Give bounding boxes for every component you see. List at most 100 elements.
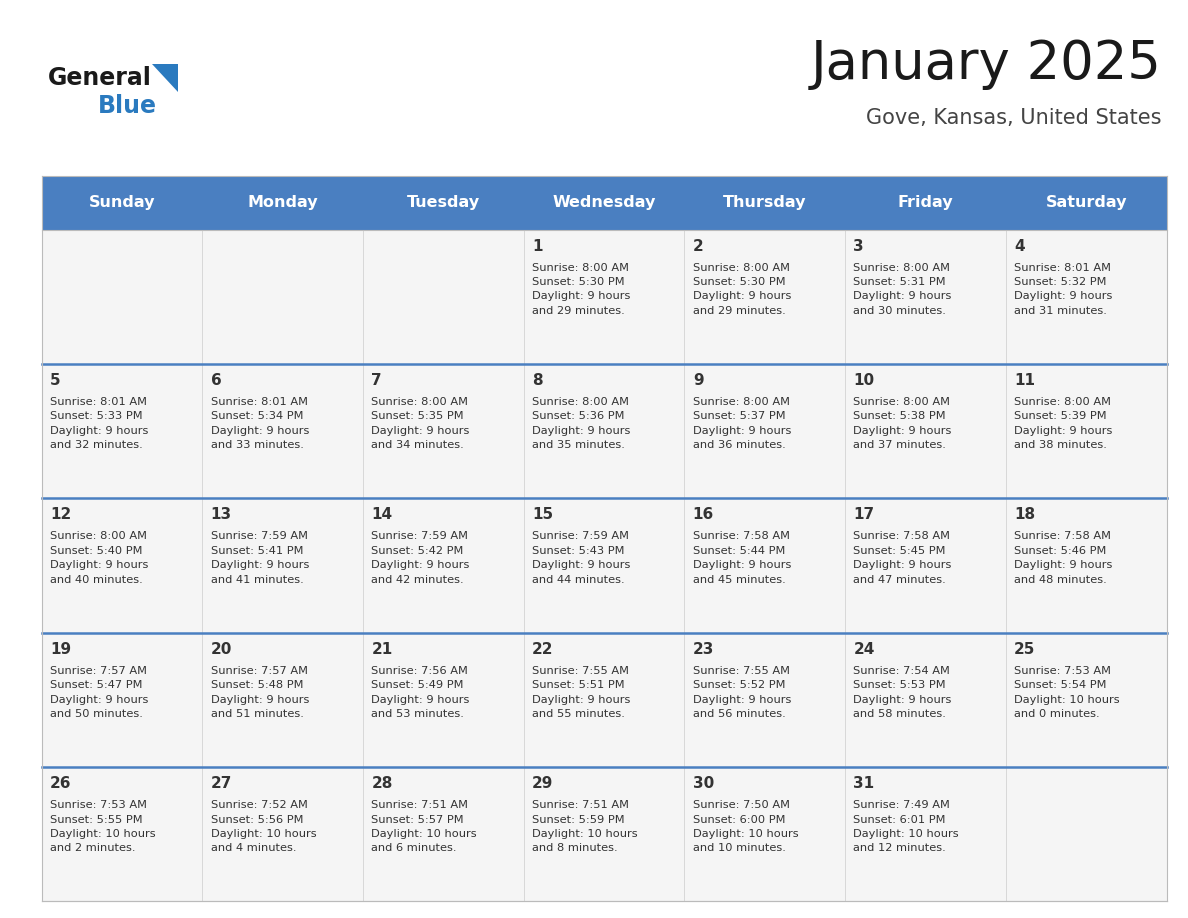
Bar <box>364 498 524 633</box>
Text: Sunrise: 7:59 AM
Sunset: 5:41 PM
Daylight: 9 hours
and 41 minutes.: Sunrise: 7:59 AM Sunset: 5:41 PM Dayligh… <box>210 532 309 585</box>
Bar <box>42 633 202 767</box>
Bar <box>845 633 1006 767</box>
Text: Sunrise: 8:00 AM
Sunset: 5:39 PM
Daylight: 9 hours
and 38 minutes.: Sunrise: 8:00 AM Sunset: 5:39 PM Dayligh… <box>1015 397 1113 450</box>
Text: January 2025: January 2025 <box>811 39 1162 90</box>
Bar <box>524 767 684 901</box>
Text: 6: 6 <box>210 373 221 388</box>
Text: 8: 8 <box>532 373 543 388</box>
Text: Sunrise: 7:58 AM
Sunset: 5:46 PM
Daylight: 9 hours
and 48 minutes.: Sunrise: 7:58 AM Sunset: 5:46 PM Dayligh… <box>1015 532 1113 585</box>
Text: Sunrise: 8:01 AM
Sunset: 5:32 PM
Daylight: 9 hours
and 31 minutes.: Sunrise: 8:01 AM Sunset: 5:32 PM Dayligh… <box>1015 263 1113 316</box>
Text: Sunrise: 7:50 AM
Sunset: 6:00 PM
Daylight: 10 hours
and 10 minutes.: Sunrise: 7:50 AM Sunset: 6:00 PM Dayligh… <box>693 800 798 854</box>
Text: 21: 21 <box>372 642 392 657</box>
Text: Sunday: Sunday <box>89 196 156 210</box>
Text: 10: 10 <box>853 373 874 388</box>
Text: General: General <box>48 66 151 90</box>
Bar <box>684 767 845 901</box>
Bar <box>524 176 684 230</box>
Text: 26: 26 <box>50 777 71 791</box>
Text: Sunrise: 8:00 AM
Sunset: 5:40 PM
Daylight: 9 hours
and 40 minutes.: Sunrise: 8:00 AM Sunset: 5:40 PM Dayligh… <box>50 532 148 585</box>
Text: 14: 14 <box>372 508 392 522</box>
Bar <box>42 364 202 498</box>
Bar <box>364 230 524 364</box>
Text: 31: 31 <box>853 777 874 791</box>
Bar <box>364 767 524 901</box>
Bar <box>1006 176 1167 230</box>
Text: 1: 1 <box>532 239 543 253</box>
Text: 3: 3 <box>853 239 864 253</box>
Text: 30: 30 <box>693 777 714 791</box>
Bar <box>845 364 1006 498</box>
Bar <box>524 230 684 364</box>
Text: Friday: Friday <box>898 196 953 210</box>
Text: Sunrise: 8:00 AM
Sunset: 5:37 PM
Daylight: 9 hours
and 36 minutes.: Sunrise: 8:00 AM Sunset: 5:37 PM Dayligh… <box>693 397 791 450</box>
Text: Sunrise: 7:54 AM
Sunset: 5:53 PM
Daylight: 9 hours
and 58 minutes.: Sunrise: 7:54 AM Sunset: 5:53 PM Dayligh… <box>853 666 952 719</box>
Text: 28: 28 <box>372 777 393 791</box>
Text: 16: 16 <box>693 508 714 522</box>
Bar <box>684 230 845 364</box>
Text: 18: 18 <box>1015 508 1035 522</box>
Text: Sunrise: 7:59 AM
Sunset: 5:43 PM
Daylight: 9 hours
and 44 minutes.: Sunrise: 7:59 AM Sunset: 5:43 PM Dayligh… <box>532 532 631 585</box>
Text: Sunrise: 8:01 AM
Sunset: 5:33 PM
Daylight: 9 hours
and 32 minutes.: Sunrise: 8:01 AM Sunset: 5:33 PM Dayligh… <box>50 397 148 450</box>
Bar <box>42 767 202 901</box>
Bar <box>845 498 1006 633</box>
Text: 11: 11 <box>1015 373 1035 388</box>
Text: Sunrise: 8:00 AM
Sunset: 5:31 PM
Daylight: 9 hours
and 30 minutes.: Sunrise: 8:00 AM Sunset: 5:31 PM Dayligh… <box>853 263 952 316</box>
Text: 27: 27 <box>210 777 232 791</box>
Bar <box>1006 633 1167 767</box>
Text: Sunrise: 7:55 AM
Sunset: 5:52 PM
Daylight: 9 hours
and 56 minutes.: Sunrise: 7:55 AM Sunset: 5:52 PM Dayligh… <box>693 666 791 719</box>
Bar <box>202 633 364 767</box>
Bar <box>684 633 845 767</box>
Bar <box>42 230 202 364</box>
Text: Sunrise: 8:01 AM
Sunset: 5:34 PM
Daylight: 9 hours
and 33 minutes.: Sunrise: 8:01 AM Sunset: 5:34 PM Dayligh… <box>210 397 309 450</box>
Bar <box>1006 767 1167 901</box>
Bar <box>1006 498 1167 633</box>
Text: Sunrise: 7:58 AM
Sunset: 5:44 PM
Daylight: 9 hours
and 45 minutes.: Sunrise: 7:58 AM Sunset: 5:44 PM Dayligh… <box>693 532 791 585</box>
Bar <box>364 176 524 230</box>
Bar <box>1006 230 1167 364</box>
Text: 15: 15 <box>532 508 554 522</box>
Text: Sunrise: 7:52 AM
Sunset: 5:56 PM
Daylight: 10 hours
and 4 minutes.: Sunrise: 7:52 AM Sunset: 5:56 PM Dayligh… <box>210 800 316 854</box>
Text: Sunrise: 8:00 AM
Sunset: 5:30 PM
Daylight: 9 hours
and 29 minutes.: Sunrise: 8:00 AM Sunset: 5:30 PM Dayligh… <box>532 263 631 316</box>
Bar <box>524 364 684 498</box>
Bar <box>684 364 845 498</box>
Text: 13: 13 <box>210 508 232 522</box>
Text: Sunrise: 7:56 AM
Sunset: 5:49 PM
Daylight: 9 hours
and 53 minutes.: Sunrise: 7:56 AM Sunset: 5:49 PM Dayligh… <box>372 666 469 719</box>
Text: Sunrise: 7:51 AM
Sunset: 5:57 PM
Daylight: 10 hours
and 6 minutes.: Sunrise: 7:51 AM Sunset: 5:57 PM Dayligh… <box>372 800 476 854</box>
Bar <box>364 364 524 498</box>
Text: Tuesday: Tuesday <box>406 196 480 210</box>
Text: 17: 17 <box>853 508 874 522</box>
Text: Sunrise: 7:51 AM
Sunset: 5:59 PM
Daylight: 10 hours
and 8 minutes.: Sunrise: 7:51 AM Sunset: 5:59 PM Dayligh… <box>532 800 638 854</box>
Text: Saturday: Saturday <box>1045 196 1127 210</box>
Bar <box>845 230 1006 364</box>
Text: Sunrise: 7:53 AM
Sunset: 5:55 PM
Daylight: 10 hours
and 2 minutes.: Sunrise: 7:53 AM Sunset: 5:55 PM Dayligh… <box>50 800 156 854</box>
Text: Sunrise: 8:00 AM
Sunset: 5:30 PM
Daylight: 9 hours
and 29 minutes.: Sunrise: 8:00 AM Sunset: 5:30 PM Dayligh… <box>693 263 791 316</box>
Text: 12: 12 <box>50 508 71 522</box>
Text: 24: 24 <box>853 642 874 657</box>
Bar <box>42 176 202 230</box>
Text: Sunrise: 7:53 AM
Sunset: 5:54 PM
Daylight: 10 hours
and 0 minutes.: Sunrise: 7:53 AM Sunset: 5:54 PM Dayligh… <box>1015 666 1120 719</box>
Text: 25: 25 <box>1015 642 1036 657</box>
Text: Sunrise: 7:58 AM
Sunset: 5:45 PM
Daylight: 9 hours
and 47 minutes.: Sunrise: 7:58 AM Sunset: 5:45 PM Dayligh… <box>853 532 952 585</box>
Text: Sunrise: 7:55 AM
Sunset: 5:51 PM
Daylight: 9 hours
and 55 minutes.: Sunrise: 7:55 AM Sunset: 5:51 PM Dayligh… <box>532 666 631 719</box>
Text: Sunrise: 8:00 AM
Sunset: 5:38 PM
Daylight: 9 hours
and 37 minutes.: Sunrise: 8:00 AM Sunset: 5:38 PM Dayligh… <box>853 397 952 450</box>
Text: 9: 9 <box>693 373 703 388</box>
Text: Sunrise: 8:00 AM
Sunset: 5:36 PM
Daylight: 9 hours
and 35 minutes.: Sunrise: 8:00 AM Sunset: 5:36 PM Dayligh… <box>532 397 631 450</box>
Bar <box>364 633 524 767</box>
Text: 7: 7 <box>372 373 383 388</box>
Text: 5: 5 <box>50 373 61 388</box>
Text: 29: 29 <box>532 777 554 791</box>
Text: 23: 23 <box>693 642 714 657</box>
Text: Gove, Kansas, United States: Gove, Kansas, United States <box>866 107 1162 128</box>
Text: Sunrise: 7:49 AM
Sunset: 6:01 PM
Daylight: 10 hours
and 12 minutes.: Sunrise: 7:49 AM Sunset: 6:01 PM Dayligh… <box>853 800 959 854</box>
Text: Wednesday: Wednesday <box>552 196 656 210</box>
Bar <box>202 230 364 364</box>
Text: Blue: Blue <box>97 94 157 118</box>
Text: Sunrise: 7:59 AM
Sunset: 5:42 PM
Daylight: 9 hours
and 42 minutes.: Sunrise: 7:59 AM Sunset: 5:42 PM Dayligh… <box>372 532 469 585</box>
Text: Thursday: Thursday <box>723 196 807 210</box>
Text: Sunrise: 8:00 AM
Sunset: 5:35 PM
Daylight: 9 hours
and 34 minutes.: Sunrise: 8:00 AM Sunset: 5:35 PM Dayligh… <box>372 397 469 450</box>
Text: 19: 19 <box>50 642 71 657</box>
Bar <box>202 176 364 230</box>
Bar <box>845 176 1006 230</box>
Bar <box>1006 364 1167 498</box>
Bar <box>524 498 684 633</box>
